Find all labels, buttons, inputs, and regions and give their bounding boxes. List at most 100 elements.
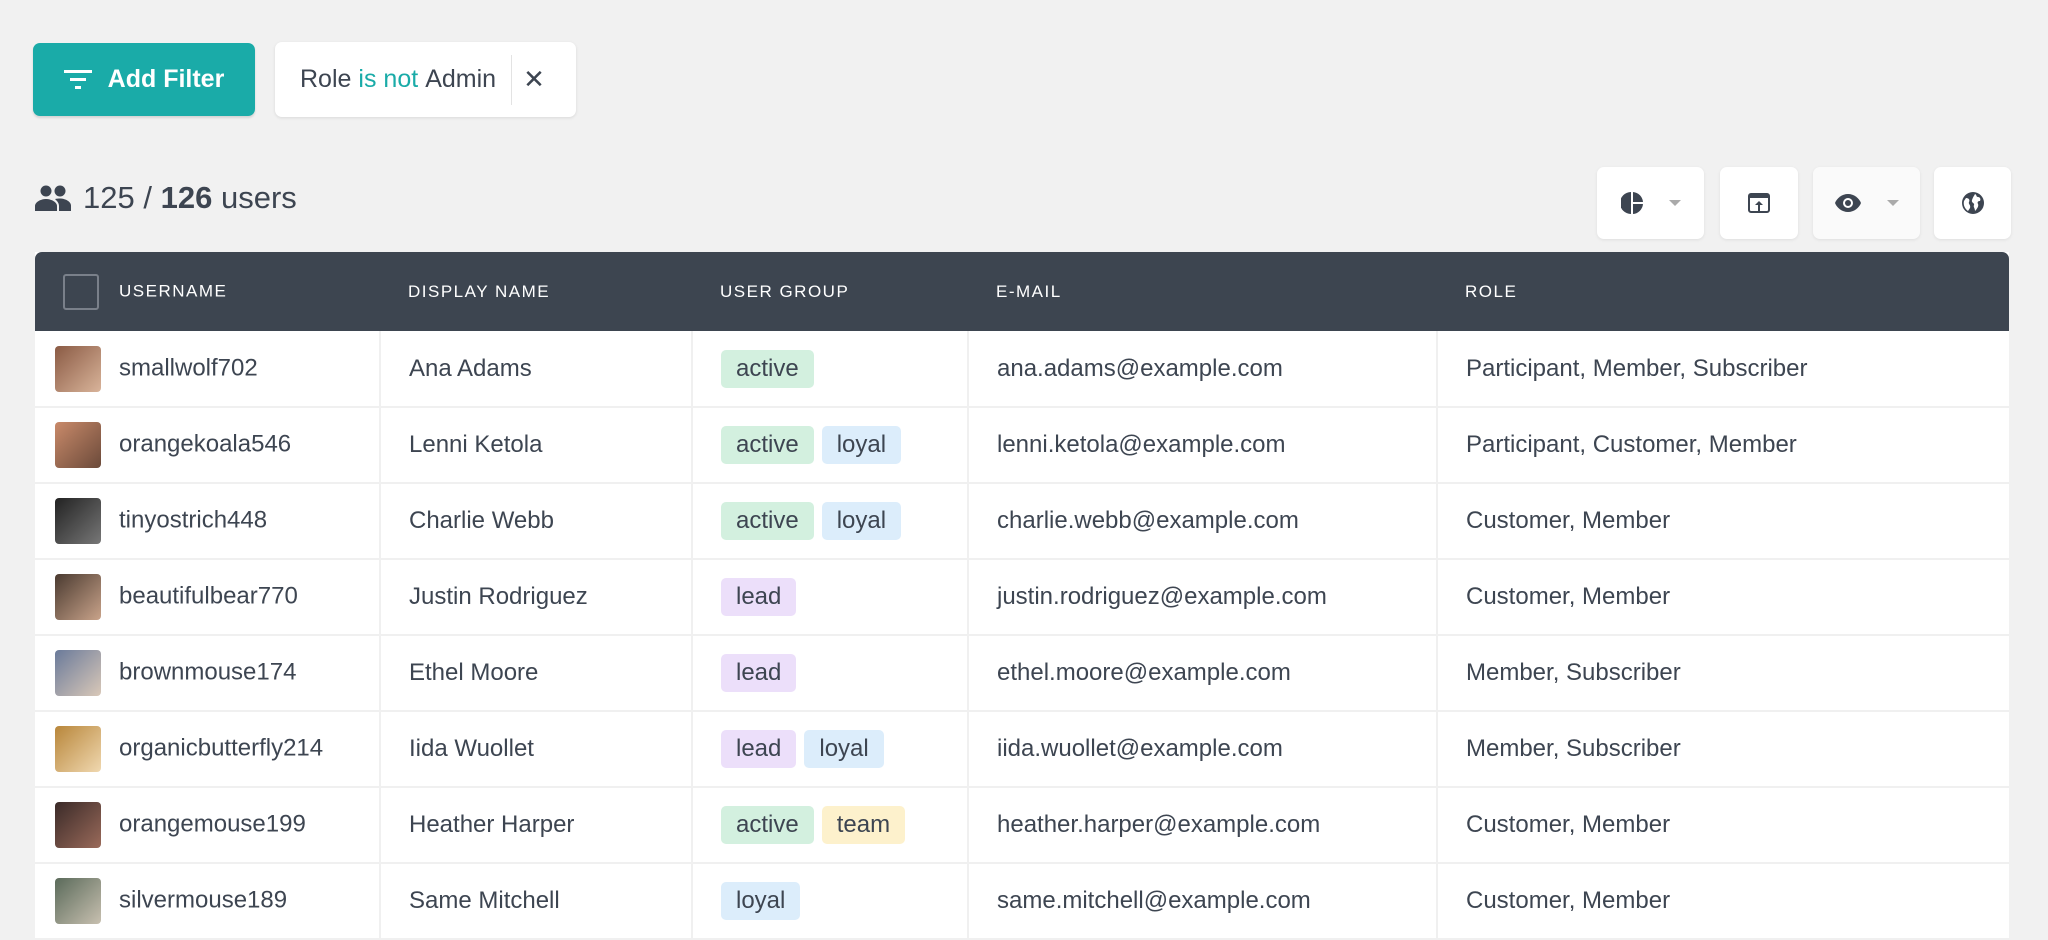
user-group-tag: active [721,502,814,540]
language-button[interactable] [1934,167,2011,239]
user-group-cell: active team [692,787,969,864]
avatar [55,498,101,544]
column-header-username[interactable]: USERNAME [119,280,228,300]
email-cell: justin.rodriguez@example.com [968,559,1438,636]
count-separator: / [143,180,152,215]
user-group-tag: active [721,426,814,464]
display-name-cell: Iida Wuollet [380,711,693,788]
username-link[interactable]: beautifulbear770 [119,582,298,610]
user-group-cell: active [692,331,969,408]
user-group-cell: lead loyal [692,711,969,788]
display-name-cell: Lenni Ketola [380,407,693,484]
visibility-button[interactable] [1813,167,1920,239]
chevron-down-icon [1668,200,1681,206]
user-group-tag: lead [721,654,797,692]
chart-view-button[interactable] [1597,167,1704,239]
column-header-display-name[interactable]: DISPLAY NAME [408,281,551,301]
add-filter-button[interactable]: Add Filter [33,43,255,116]
active-filter-chip[interactable]: Role is not Admin ✕ [275,42,576,117]
user-group-cell: active loyal [692,483,969,560]
select-all-checkbox[interactable] [63,273,99,310]
role-cell: Customer, Member [1437,863,2009,940]
username-link[interactable]: orangekoala546 [119,430,292,458]
email-cell: lenni.ketola@example.com [968,407,1438,484]
export-button[interactable] [1720,167,1798,239]
table-row[interactable]: orangemouse199 Heather Harper active team… [35,787,2009,864]
username-link[interactable]: organicbutterfly214 [119,734,324,762]
user-group-cell: active loyal [692,407,969,484]
role-cell: Participant, Customer, Member [1437,407,2009,484]
username-link[interactable]: smallwolf702 [119,353,258,381]
table-row[interactable]: silvermouse189 Same Mitchell loyal same.… [35,863,2009,940]
table-row[interactable]: tinyostrich448 Charlie Webb active loyal … [35,483,2009,560]
divider [511,54,513,105]
username-link[interactable]: silvermouse189 [119,886,288,914]
globe-icon [1961,192,1984,214]
role-cell: Member, Subscriber [1437,635,2009,712]
chevron-down-icon [1886,200,1899,206]
display-name-cell: Ana Adams [380,331,693,408]
filter-operator: is not [358,65,419,93]
eye-icon [1834,194,1861,212]
email-cell: ana.adams@example.com [968,331,1438,408]
column-header-user-group[interactable]: USER GROUP [720,281,850,301]
filter-field: Role [300,65,352,93]
user-group-tag: active [721,349,814,388]
users-table: USERNAME DISPLAY NAME USER GROUP E-MAIL … [35,252,2009,940]
user-group-tag: lead [721,578,797,616]
display-name-cell: Ethel Moore [380,635,693,712]
shown-count: 125 [83,180,135,215]
pie-chart-icon [1620,192,1643,214]
table-row[interactable]: smallwolf702 Ana Adams active ana.adams@… [35,331,2009,408]
display-name-cell: Justin Rodriguez [380,559,693,636]
table-row[interactable]: brownmouse174 Ethel Moore lead ethel.moo… [35,635,2009,712]
role-cell: Customer, Member [1437,559,2009,636]
user-group-tag: loyal [821,426,902,464]
user-group-cell: lead [692,559,969,636]
username-link[interactable]: brownmouse174 [119,658,297,686]
user-group-tag: loyal [821,502,902,540]
user-group-cell: lead [692,635,969,712]
avatar [55,650,101,696]
table-header-row: USERNAME DISPLAY NAME USER GROUP E-MAIL … [35,252,2009,331]
avatar [55,574,101,620]
user-group-tag: lead [721,730,797,768]
username-link[interactable]: tinyostrich448 [119,506,268,534]
email-cell: same.mitchell@example.com [968,863,1438,940]
avatar [55,802,101,848]
filter-value: Admin [425,65,497,93]
table-row[interactable]: beautifulbear770 Justin Rodriguez lead j… [35,559,2009,636]
avatar [55,878,101,924]
role-cell: Member, Subscriber [1437,711,2009,788]
remove-filter-close-icon[interactable]: ✕ [523,64,545,94]
email-cell: charlie.webb@example.com [968,483,1438,560]
total-count: 126 [160,180,213,215]
username-link[interactable]: orangemouse199 [119,810,306,838]
column-header-email[interactable]: E-MAIL [996,281,1062,301]
export-icon [1748,193,1770,213]
count-unit: users [220,180,297,215]
user-group-tag: active [721,806,814,844]
display-name-cell: Same Mitchell [380,863,693,940]
role-cell: Customer, Member [1437,483,2009,560]
filter-icon [63,69,92,89]
column-header-role[interactable]: ROLE [1465,281,1518,301]
role-cell: Customer, Member [1437,787,2009,864]
email-cell: iida.wuollet@example.com [968,711,1438,788]
add-filter-label: Add Filter [107,65,225,93]
user-group-tag: team [821,806,906,844]
avatar [55,345,101,392]
role-cell: Participant, Member, Subscriber [1437,331,2009,408]
users-icon [35,185,71,211]
email-cell: heather.harper@example.com [968,787,1438,864]
user-group-tag: loyal [804,730,884,768]
avatar [55,726,101,772]
display-name-cell: Heather Harper [380,787,693,864]
user-count: 125 / 126 users [35,180,297,216]
user-group-tag: loyal [721,882,801,920]
email-cell: ethel.moore@example.com [968,635,1438,712]
table-row[interactable]: orangekoala546 Lenni Ketola active loyal … [35,407,2009,484]
avatar [55,422,101,468]
display-name-cell: Charlie Webb [380,483,693,560]
table-row[interactable]: organicbutterfly214 Iida Wuollet lead loy… [35,711,2009,788]
